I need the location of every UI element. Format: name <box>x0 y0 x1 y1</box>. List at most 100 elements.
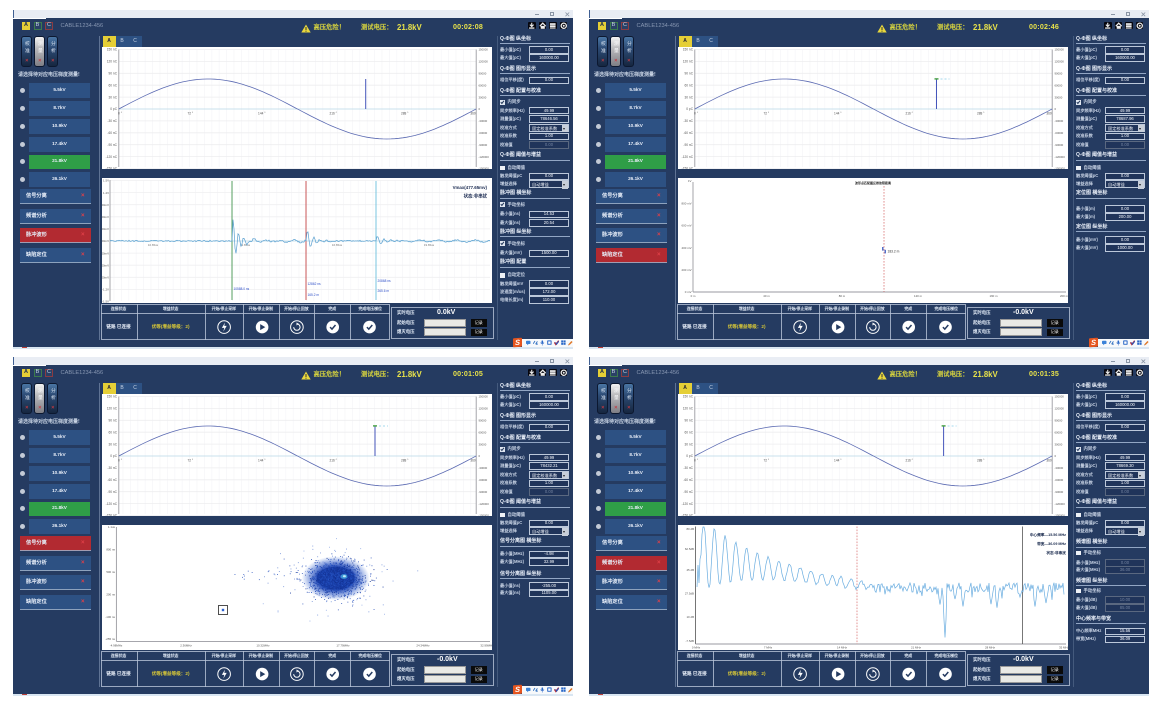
svg-text:16.65us: 16.65us <box>332 243 343 247</box>
svg-text:0 pC: 0 pC <box>110 454 117 458</box>
svg-text:35 MHz: 35 MHz <box>1059 646 1068 650</box>
svg-text:120 nC: 120 nC <box>107 60 118 64</box>
svg-text:0: 0 <box>479 454 481 458</box>
svg-text:10588.0 ns: 10588.0 ns <box>234 287 250 291</box>
svg-text:-30000: -30000 <box>479 119 488 123</box>
svg-text:120 m: 120 m <box>914 294 923 298</box>
svg-text:800 ns: 800 ns <box>106 548 115 552</box>
svg-text:-120 nC: -120 nC <box>106 155 118 159</box>
svg-text:60000: 60000 <box>1055 83 1063 87</box>
svg-text:200 ns: 200 ns <box>106 592 115 596</box>
svg-text:-120000: -120000 <box>479 155 490 159</box>
svg-text:0 °: 0 ° <box>118 112 123 116</box>
svg-text:360: 360 <box>470 112 476 116</box>
svg-text:27.5dB: 27.5dB <box>685 592 694 596</box>
svg-text:900.00mV: 900.00mV <box>102 203 109 207</box>
svg-text:24.34MHz: 24.34MHz <box>416 644 430 648</box>
svg-text:状态:非串扰: 状态:非串扰 <box>1046 550 1066 555</box>
svg-text:72 °: 72 ° <box>187 459 193 463</box>
svg-text:13.65us: 13.65us <box>240 243 251 247</box>
svg-text:160 m: 160 m <box>989 294 998 298</box>
svg-text:2.36MHz: 2.36MHz <box>180 644 192 648</box>
svg-text:120000: 120000 <box>479 407 489 411</box>
svg-text:28 MHz: 28 MHz <box>985 646 996 650</box>
svg-text:-150 nC: -150 nC <box>682 514 694 516</box>
svg-text:0: 0 <box>1055 454 1057 458</box>
svg-text:-255 ns: -255 ns <box>105 637 115 641</box>
svg-text:带宽—36.09 MHz: 带宽—36.09 MHz <box>1037 541 1066 546</box>
svg-text:10.65us: 10.65us <box>148 243 159 247</box>
svg-text:80 dB: 80 dB <box>686 527 694 531</box>
svg-text:30 nC: 30 nC <box>684 442 693 446</box>
svg-text:-150 nC: -150 nC <box>106 514 118 516</box>
svg-text:-90 nC: -90 nC <box>683 143 693 147</box>
svg-text:20868 ns: 20868 ns <box>378 279 392 283</box>
svg-text:216 °: 216 ° <box>905 459 913 463</box>
svg-text:32.99MHz: 32.99MHz <box>480 644 492 648</box>
svg-text:0: 0 <box>1055 107 1057 111</box>
svg-text:120000: 120000 <box>1055 60 1065 64</box>
svg-text:10.32MHz: 10.32MHz <box>256 644 270 648</box>
svg-text:-150 nC: -150 nC <box>682 167 694 169</box>
svg-text:1V: 1V <box>688 179 692 183</box>
svg-text:90000: 90000 <box>479 72 487 76</box>
svg-text:600 mV: 600 mV <box>682 224 692 228</box>
svg-text:中心频率—15.56 MHz: 中心频率—15.56 MHz <box>1030 532 1066 537</box>
svg-text:165.2 m: 165.2 m <box>308 293 320 297</box>
svg-text:17.79MHz: 17.79MHz <box>336 644 350 648</box>
svg-text:-120000: -120000 <box>1055 155 1066 159</box>
svg-text:-90000: -90000 <box>479 143 488 147</box>
svg-text:90 nC: 90 nC <box>108 419 117 423</box>
svg-text:90 nC: 90 nC <box>684 419 693 423</box>
svg-text:1.5V: 1.5V <box>103 179 109 183</box>
svg-text:60 nC: 60 nC <box>108 430 117 434</box>
svg-text:-90000: -90000 <box>1055 490 1064 494</box>
svg-text:-100 ns: -100 ns <box>105 615 115 619</box>
svg-text:600.00mV: 600.00mV <box>102 215 109 219</box>
svg-text:-30 nC: -30 nC <box>683 119 693 123</box>
svg-text:-60 nC: -60 nC <box>683 478 693 482</box>
svg-text:288 °: 288 ° <box>977 112 985 116</box>
svg-text:-30 nC: -30 nC <box>683 466 693 470</box>
svg-text:72 °: 72 ° <box>763 459 769 463</box>
svg-text:21 MHz: 21 MHz <box>911 646 922 650</box>
svg-text:-300.00mV: -300.00mV <box>102 251 109 255</box>
svg-text:183.2 m: 183.2 m <box>888 250 900 254</box>
svg-text:60 nC: 60 nC <box>684 83 693 87</box>
svg-text:-120 nC: -120 nC <box>682 502 694 506</box>
svg-text:Vmax(477.65mv): Vmax(477.65mv) <box>453 185 488 190</box>
svg-text:0 m: 0 m <box>691 294 696 298</box>
svg-text:-60 nC: -60 nC <box>107 131 117 135</box>
svg-text:-60000: -60000 <box>479 131 488 135</box>
svg-text:150 nC: 150 nC <box>107 48 118 52</box>
svg-text:150000: 150000 <box>479 48 489 52</box>
svg-text:-1.2V: -1.2V <box>102 288 109 292</box>
svg-text:0 pC: 0 pC <box>686 454 693 458</box>
svg-text:30000: 30000 <box>1055 95 1063 99</box>
svg-text:30000: 30000 <box>1055 442 1063 446</box>
svg-text:120 nC: 120 nC <box>683 60 694 64</box>
svg-text:90 nC: 90 nC <box>684 72 693 76</box>
svg-text:10 dB: 10 dB <box>686 615 694 619</box>
svg-text:-30000: -30000 <box>1055 119 1064 123</box>
svg-text:288 °: 288 ° <box>401 459 409 463</box>
svg-text:90000: 90000 <box>1055 419 1063 423</box>
svg-text:60000: 60000 <box>479 83 487 87</box>
svg-text:200 mV: 200 mV <box>682 268 692 272</box>
svg-text:-900.00mV: -900.00mV <box>102 276 109 280</box>
svg-text:0 mV: 0 mV <box>685 290 692 294</box>
svg-text:200 m: 200 m <box>1060 294 1068 298</box>
svg-text:-150000: -150000 <box>1055 514 1066 516</box>
svg-text:144 °: 144 ° <box>834 112 842 116</box>
svg-text:30 nC: 30 nC <box>684 95 693 99</box>
svg-text:-7.5dB: -7.5dB <box>685 639 694 643</box>
svg-text:-60000: -60000 <box>1055 478 1064 482</box>
svg-text:40 m: 40 m <box>763 294 770 298</box>
svg-text:30 nC: 30 nC <box>108 95 117 99</box>
svg-text:60000: 60000 <box>479 430 487 434</box>
svg-text:288 °: 288 ° <box>977 459 985 463</box>
svg-text:216 °: 216 ° <box>905 112 913 116</box>
svg-text:120 nC: 120 nC <box>107 407 118 411</box>
svg-text:90000: 90000 <box>479 419 487 423</box>
svg-text:72 °: 72 ° <box>763 112 769 116</box>
